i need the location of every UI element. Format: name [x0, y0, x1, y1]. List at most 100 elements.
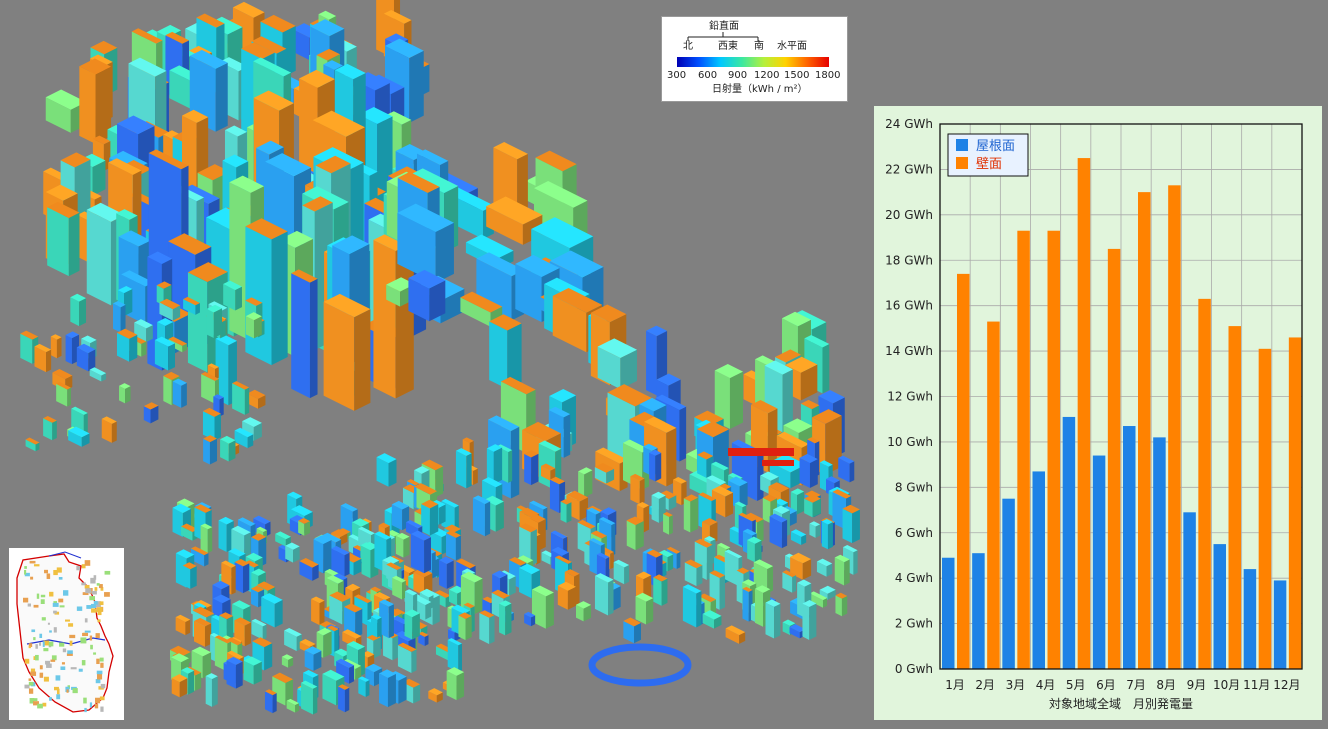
- building: [479, 610, 495, 645]
- building: [311, 596, 325, 626]
- bar-wall: [1138, 192, 1151, 669]
- building: [560, 499, 572, 523]
- inset-map-block: [84, 630, 91, 633]
- inset-map-block: [58, 577, 63, 580]
- inset-map-block: [28, 678, 32, 681]
- building: [653, 574, 668, 606]
- inset-map-block: [95, 679, 101, 684]
- inset-map-block: [56, 694, 61, 700]
- inset-map-block: [28, 643, 33, 647]
- building: [371, 614, 382, 638]
- building: [697, 451, 714, 478]
- legend-dir-north: 北: [683, 41, 693, 52]
- inset-map-block: [36, 593, 40, 599]
- inset-map-block: [30, 668, 36, 673]
- bar-wall: [1228, 326, 1241, 669]
- building: [183, 296, 200, 315]
- building: [489, 314, 522, 390]
- legend-dir-west-east: 西東: [718, 41, 738, 52]
- building: [702, 610, 722, 629]
- irradiance-legend: 鉛直面 北 西東 南 水平面 300 600 900 1200 1500 180…: [661, 16, 848, 102]
- inset-map-block: [90, 644, 93, 650]
- inset-map-block: [35, 654, 39, 661]
- building: [838, 455, 855, 483]
- chart-legend: 屋根面 壁面: [947, 133, 1029, 177]
- inset-map-block: [28, 681, 34, 686]
- inset-map-block: [53, 627, 57, 633]
- building: [635, 592, 654, 625]
- building: [682, 584, 702, 628]
- building: [392, 575, 406, 600]
- inset-map-block: [84, 618, 88, 623]
- building: [25, 437, 40, 452]
- building: [338, 684, 350, 713]
- building: [223, 280, 242, 311]
- building: [782, 570, 797, 593]
- legend-bracket: [687, 32, 759, 41]
- inset-map-block: [30, 576, 34, 580]
- building: [809, 591, 828, 608]
- inset-map-block: [30, 671, 37, 676]
- building: [663, 512, 673, 535]
- inset-map-block: [43, 676, 49, 682]
- building: [799, 453, 818, 488]
- inset-map-block: [51, 655, 57, 661]
- building: [119, 383, 131, 404]
- inset-map-block: [96, 601, 101, 608]
- inset-map-block: [39, 633, 43, 639]
- inset-map-block: [80, 637, 87, 644]
- inset-map-block: [24, 684, 30, 689]
- inset-map-block: [33, 656, 37, 661]
- building: [190, 546, 209, 567]
- inset-map-block: [83, 697, 87, 704]
- inset-map-block: [69, 640, 73, 646]
- x-tick-label: 11月: [1243, 678, 1270, 692]
- building: [79, 58, 112, 144]
- x-tick-label: 12月: [1273, 678, 1300, 692]
- inset-map-block: [38, 642, 42, 646]
- inset-map-block: [29, 698, 35, 704]
- building: [70, 293, 87, 327]
- inset-map-block: [47, 622, 50, 625]
- inset-map-drawing: [16, 551, 114, 713]
- inset-map-block: [76, 606, 83, 611]
- building: [264, 689, 277, 714]
- building: [486, 444, 503, 485]
- building: [408, 269, 446, 322]
- building: [172, 378, 187, 408]
- building: [439, 556, 454, 589]
- legend-scale-value: 900: [728, 70, 748, 81]
- bar-wall: [1258, 348, 1272, 669]
- stadium-ring: [588, 643, 692, 687]
- building: [234, 427, 254, 449]
- building: [159, 298, 181, 321]
- building: [386, 277, 415, 307]
- inset-map-block: [32, 698, 38, 701]
- x-axis-title: 対象地域全域 月別発電量: [1049, 696, 1193, 711]
- building: [376, 453, 397, 487]
- building: [804, 494, 821, 518]
- x-tick-label: 4月: [1036, 678, 1056, 692]
- inset-map-block: [39, 672, 44, 678]
- inset-map-block: [69, 634, 76, 639]
- city-irradiance-render: [20, 0, 860, 715]
- inset-map-block: [60, 666, 66, 670]
- inset-map-block: [97, 610, 102, 616]
- building: [802, 600, 817, 640]
- inset-map-block: [89, 702, 93, 708]
- bar-roof: [1243, 569, 1257, 669]
- building: [245, 218, 288, 366]
- inset-map-block: [93, 575, 97, 580]
- inset-map-block: [46, 663, 52, 668]
- bar-wall: [957, 273, 970, 669]
- building: [251, 618, 267, 640]
- y-tick-label: 0 Gwh: [895, 662, 933, 676]
- building: [299, 557, 319, 581]
- inset-map-block: [104, 570, 111, 575]
- inset-map-block: [63, 590, 69, 596]
- inset-map-block: [28, 688, 34, 694]
- building: [220, 435, 236, 462]
- inset-map-block: [42, 702, 47, 707]
- inset-map-block: [23, 597, 29, 603]
- building: [226, 656, 243, 689]
